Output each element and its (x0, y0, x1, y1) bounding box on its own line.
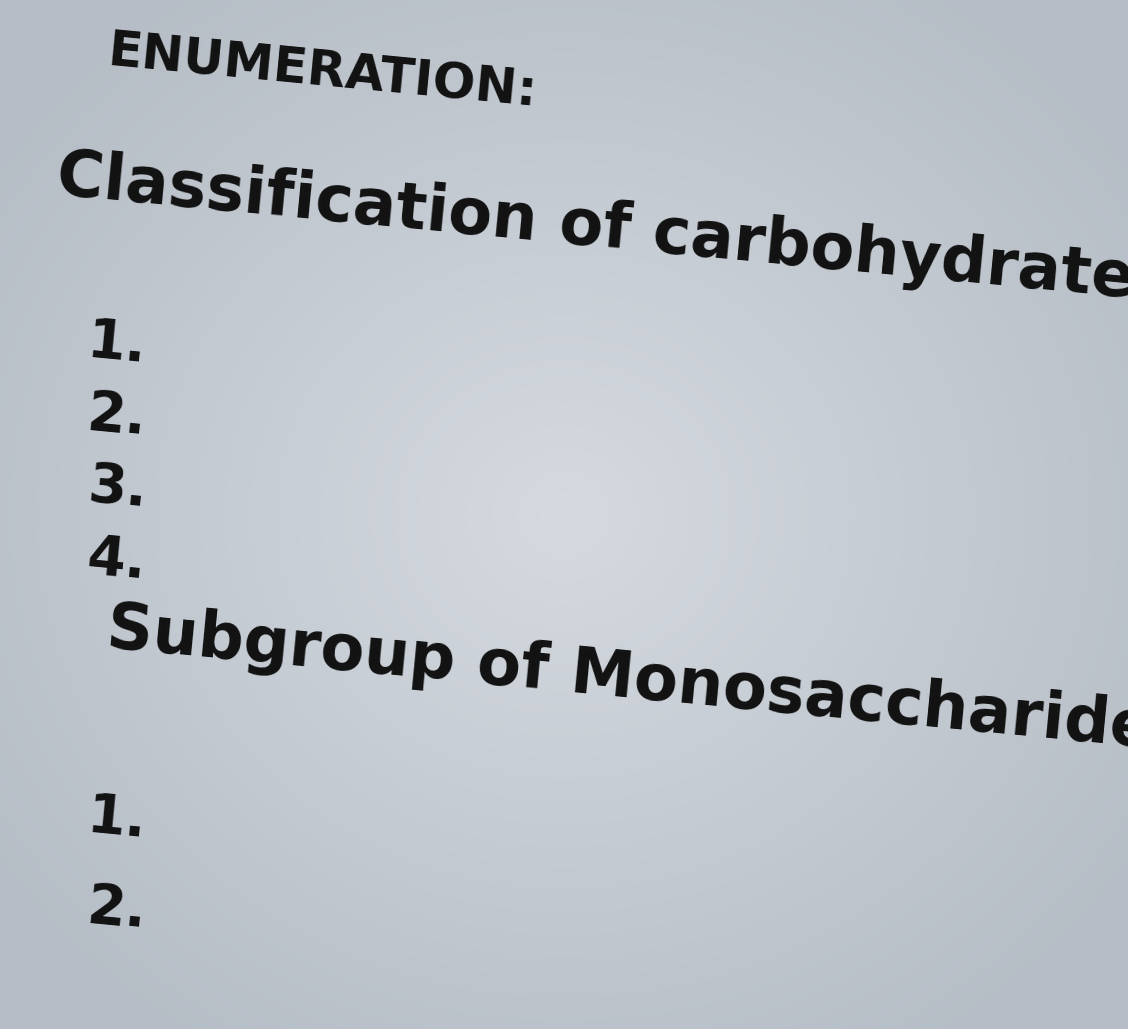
Text: 1.: 1. (85, 315, 149, 375)
Text: Subgroup of Monosaccharides: Subgroup of Monosaccharides (104, 598, 1128, 765)
Text: ENUMERATION:: ENUMERATION: (105, 28, 539, 117)
Text: Classification of carbohydrates: Classification of carbohydrates (54, 145, 1128, 315)
Text: 4.: 4. (85, 531, 149, 591)
Text: 1.: 1. (85, 790, 149, 850)
Text: 2.: 2. (85, 880, 149, 939)
Text: 2.: 2. (85, 387, 149, 447)
Text: 3.: 3. (85, 459, 149, 519)
